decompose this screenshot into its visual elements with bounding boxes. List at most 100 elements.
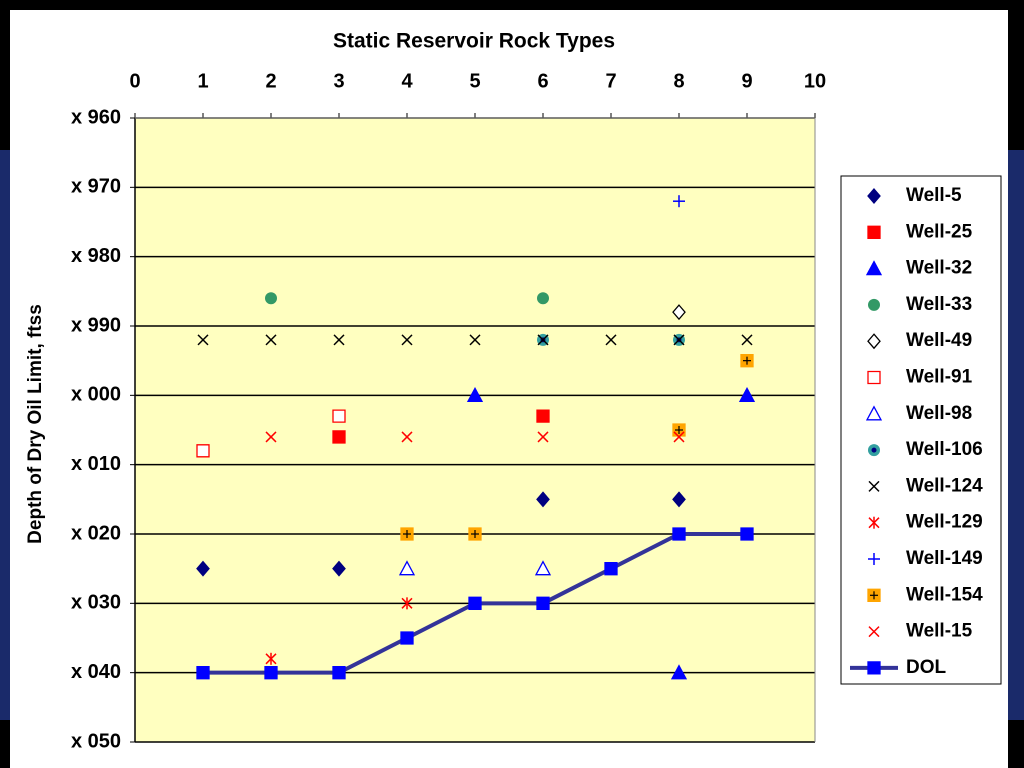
marker [401,334,413,346]
marker [196,444,210,458]
legend-label: Well-15 [906,621,973,642]
slide-edge [1008,150,1024,720]
marker-shape [865,260,883,276]
marker-shape [534,560,552,576]
marker-shape [536,596,550,610]
marker [868,553,880,565]
marker [537,431,549,443]
y-tick-label: x 030 [71,592,121,614]
x-tick-label: 1 [197,70,208,92]
marker [197,334,209,346]
marker-stroke [469,334,481,346]
marker-shape [738,386,756,402]
marker [670,664,688,680]
marker [332,666,346,680]
marker [401,431,413,443]
marker-stroke [868,480,880,492]
marker-shape [196,666,210,680]
marker [865,260,883,276]
legend-label: Well-106 [906,439,983,460]
marker-shape [672,527,686,541]
marker-shape [196,560,210,577]
legend-label: Well-33 [906,294,972,315]
marker [868,444,880,457]
marker [672,423,686,437]
marker-stroke [401,334,413,346]
marker [196,666,210,680]
marker-shape [537,292,549,305]
marker-shape [871,447,877,453]
legend-label: Well-98 [906,403,972,424]
marker [672,527,686,541]
marker-shape [865,405,883,421]
marker [536,409,550,423]
marker [196,560,210,577]
marker-shape [868,298,880,311]
marker-shape [867,370,881,385]
y-axis-title: Depth of Dry Oil Limit, ftss [25,304,46,544]
legend-label: Well-124 [906,475,983,496]
plot-area [135,118,815,742]
marker [265,652,277,665]
legend [840,175,1002,685]
x-tick-label: 9 [741,70,752,92]
legend-label: Well-25 [906,221,973,242]
y-tick-label: x 960 [71,106,121,128]
marker [332,430,346,444]
marker [868,298,880,311]
marker-shape [670,664,688,680]
x-axis-title: Static Reservoir Rock Types [333,30,615,53]
marker-shape [867,188,881,204]
legend-label: Well-129 [906,512,983,533]
marker-shape [264,666,278,680]
x-tick-label: 10 [804,70,826,92]
marker [536,491,550,508]
marker-shape [672,491,686,508]
marker [740,527,754,541]
marker [536,596,550,610]
marker [469,334,481,346]
marker-shape [468,596,482,610]
marker [333,334,345,346]
marker [868,626,880,638]
marker [265,431,277,443]
marker [264,666,278,680]
y-tick-label: x 010 [71,453,121,475]
marker-shape [398,560,416,576]
marker [605,334,617,346]
marker-stroke [868,626,880,638]
marker-shape [536,491,550,508]
x-tick-label: 5 [469,70,480,92]
marker-stroke [673,431,685,443]
x-tick-label: 2 [265,70,276,92]
marker-shape [867,225,881,239]
marker [466,386,484,402]
marker [867,661,881,675]
x-tick-label: 6 [537,70,548,92]
x-tick-label: 7 [605,70,616,92]
marker [400,527,414,541]
marker-shape [867,333,881,350]
marker [741,334,753,346]
marker-shape [740,527,754,541]
marker-stroke [741,334,753,346]
slide-edge [0,150,10,720]
marker-shape [604,562,618,576]
y-tick-label: x 040 [71,661,121,683]
marker [537,334,549,346]
marker [740,354,754,368]
marker [534,560,552,576]
legend-label: Well-49 [906,330,972,351]
marker [867,188,881,204]
marker [398,560,416,576]
marker [738,386,756,402]
marker-shape [332,560,346,577]
marker-stroke [673,334,685,346]
marker-stroke [265,431,277,443]
marker [673,431,685,443]
marker-stroke [605,334,617,346]
marker [332,409,346,423]
y-tick-label: x 000 [71,384,121,406]
